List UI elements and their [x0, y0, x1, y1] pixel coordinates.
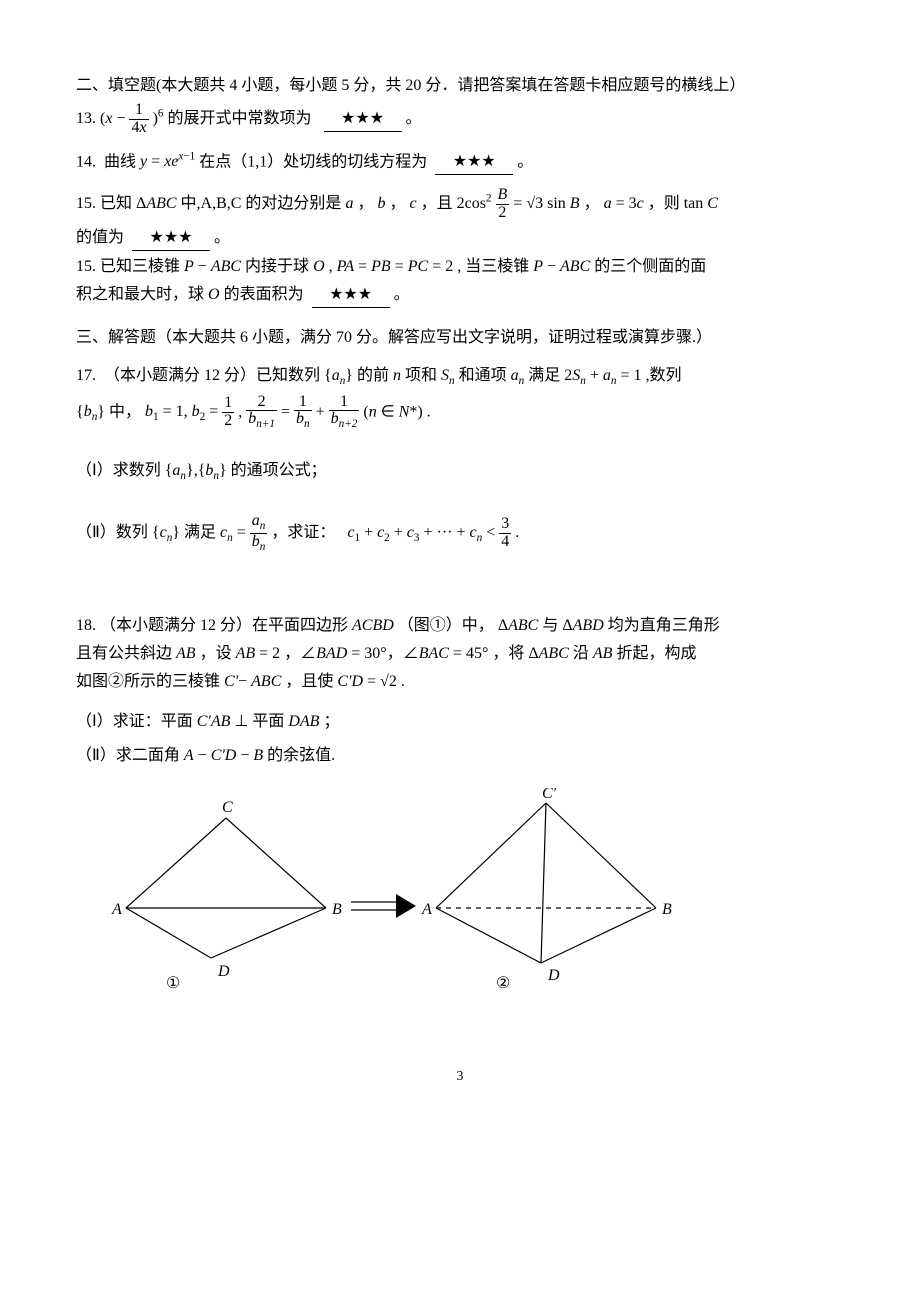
q13-prefix: 13. [76, 110, 96, 127]
question-18-part1: （Ⅰ）求证：平面 C'AB ⊥ 平面 DAB ； [76, 710, 844, 734]
figure-2: A B C' D ② [421, 788, 672, 992]
label-Cp: C' [542, 788, 557, 802]
question-17-part1: （Ⅰ）求数列 {an},{bn} 的通项公式； [76, 459, 844, 485]
question-15b: 15. 已知三棱锥 P − ABC 内接于球 O , PA = PB = PC … [76, 255, 844, 279]
section2-header: 二、填空题(本大题共 4 小题，每小题 5 分，共 20 分．请把答案填在答题卡… [76, 74, 844, 98]
question-13: 13. (x − 1 4x )6 的展开式中常数项为 ★★★ 。 [76, 102, 844, 137]
q17-prefix: 17. [76, 367, 96, 384]
figures: A B C D ① A B [96, 788, 844, 1006]
q15b-prefix: 15. [76, 258, 96, 275]
label-B: B [332, 901, 342, 918]
blank: ★★★ [435, 150, 513, 175]
q15-prefix: 15. [76, 195, 96, 212]
label-A2: A [421, 901, 432, 918]
question-15-line2: 的值为 ★★★ 。 [76, 226, 844, 251]
figure-1: A B C D ① [111, 799, 342, 992]
fraction: 1 4x [129, 102, 148, 137]
label-D: D [217, 963, 230, 980]
label-D2: D [547, 967, 560, 984]
question-18: 18. （本小题满分 12 分）在平面四边形 ACBD （图①）中， ΔABC … [76, 614, 844, 638]
q14-prefix: 14. [76, 153, 96, 170]
question-14: 14. 曲线 y = xex−1 在点（1,1）处切线的切线方程为 ★★★ 。 [76, 149, 844, 175]
question-18-line3: 如图②所示的三棱锥 C'− ABC ，且使 C'D = √2 . [76, 670, 844, 694]
blank: ★★★ [312, 283, 390, 308]
label-B2: B [662, 901, 672, 918]
label-C: C [222, 799, 233, 816]
question-15: 15. 已知 ΔABC 中,A,B,C 的对边分别是 a ， b ， c ，且 … [76, 187, 844, 222]
question-18-line2: 且有公共斜边 AB ，设 AB = 2 ，∠BAD = 30°，∠BAC = 4… [76, 642, 844, 666]
fraction: B 2 [496, 187, 510, 222]
question-17: 17. （本小题满分 12 分）已知数列 {an} 的前 n 项和 Sn 和通项… [76, 364, 844, 390]
blank: ★★★ [132, 226, 210, 251]
page-content: 二、填空题(本大题共 4 小题，每小题 5 分，共 20 分．请把答案填在答题卡… [0, 0, 920, 1127]
q18-prefix: 18. [76, 617, 96, 634]
question-17-part2: （Ⅱ）数列 {cn} 满足 cn = anbn ，求证： c1 + c2 + c… [76, 513, 844, 554]
question-17-line2: {bn} 中， b1 = 1, b2 = 12 , 2bn+1 = 1bn + … [76, 394, 844, 432]
arrow-icon [351, 894, 416, 918]
label-A: A [111, 901, 122, 918]
section3-header: 三、解答题（本大题共 6 小题，满分 70 分。解答应写出文字说明，证明过程或演… [76, 326, 844, 350]
question-15b-line2: 积之和最大时，球 O 的表面积为 ★★★ 。 [76, 283, 844, 308]
circ-1: ① [166, 975, 180, 992]
question-18-part2: （Ⅱ）求二面角 A − C'D − B 的余弦值. [76, 744, 844, 768]
q13-text: 的展开式中常数项为 [168, 110, 312, 127]
page-number: 3 [76, 1066, 844, 1087]
circ-2: ② [496, 975, 510, 992]
blank: ★★★ [324, 107, 402, 132]
geometry-figures: A B C D ① A B [96, 788, 706, 998]
